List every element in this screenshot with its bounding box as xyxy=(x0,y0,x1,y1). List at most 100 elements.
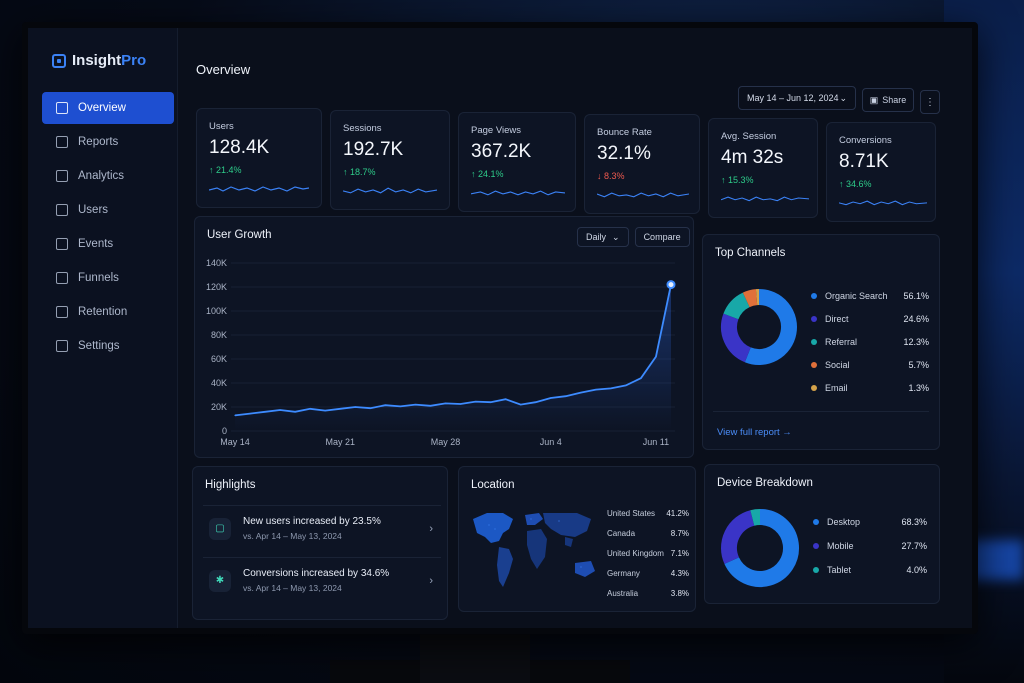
legend-dot xyxy=(813,543,819,549)
channel-row[interactable]: Direct 24.6% xyxy=(811,314,929,324)
share-button[interactable]: ▣ Share xyxy=(862,88,914,112)
divider xyxy=(713,411,929,412)
sparkline xyxy=(471,190,565,196)
kpi-delta: ↓ 8.3% xyxy=(597,171,625,181)
channel-pct: 12.3% xyxy=(903,337,929,347)
x-tick-label: Jun 11 xyxy=(643,437,669,447)
data-point xyxy=(294,411,296,413)
retention-icon xyxy=(56,306,68,318)
location-card: Location United States 41.2% Canada 8.7% U… xyxy=(458,466,696,612)
compare-button[interactable]: Compare xyxy=(634,227,690,247)
legend-dot xyxy=(813,567,819,573)
kpi-label: Sessions xyxy=(343,123,382,134)
sidebar-item-reports[interactable]: Reports xyxy=(42,126,174,158)
kpi-card-bounce-rate[interactable]: Bounce Rate 32.1% ↓ 8.3% xyxy=(584,114,700,214)
channel-row[interactable]: Email 1.3% xyxy=(811,383,929,393)
sidebar-item-users[interactable]: Users xyxy=(42,194,174,226)
kpi-card-page-views[interactable]: Page Views 367.2K ↑ 24.1% xyxy=(458,112,576,212)
date-range-picker[interactable]: May 14 – Jun 12, 2024 ⌄ xyxy=(738,86,856,110)
top-channels-donut xyxy=(721,289,797,365)
donut-slice[interactable] xyxy=(742,289,758,308)
data-point xyxy=(444,402,447,404)
highlight-sub: vs. Apr 14 – May 13, 2024 xyxy=(243,531,342,541)
location-row[interactable]: United Kingdom 7.1% xyxy=(607,549,689,558)
country-pct: 3.8% xyxy=(670,589,689,598)
kpi-delta: ↑ 18.7% xyxy=(343,167,376,177)
reports-icon xyxy=(56,136,68,148)
sidebar-item-label: Overview xyxy=(78,102,126,114)
donut-slice[interactable] xyxy=(721,313,752,363)
highlight-item[interactable]: ▢ New users increased by 23.5% vs. Apr 14… xyxy=(203,505,441,551)
data-point xyxy=(640,377,642,379)
app-logo[interactable]: InsightPro xyxy=(52,52,146,69)
device-row[interactable]: Mobile 27.7% xyxy=(813,541,927,551)
donut-slice[interactable] xyxy=(750,509,761,526)
events-icon xyxy=(56,238,68,250)
sidebar-item-analytics[interactable]: Analytics xyxy=(42,160,174,192)
sidebar-item-retention[interactable]: Retention xyxy=(42,296,174,328)
location-row[interactable]: Germany 4.3% xyxy=(607,569,689,578)
location-row[interactable]: Australia 3.8% xyxy=(607,589,689,598)
highlights-card: Highlights ▢ New users increased by 23.5… xyxy=(192,466,448,620)
country-label: United States xyxy=(607,509,656,518)
data-point[interactable] xyxy=(666,280,676,290)
funnel-icon xyxy=(56,272,68,284)
channel-row[interactable]: Organic Search 56.1% xyxy=(811,291,929,301)
data-point xyxy=(414,404,417,406)
channel-row[interactable]: Social 5.7% xyxy=(811,360,929,370)
top-channels-title: Top Channels xyxy=(715,247,786,259)
channel-label: Direct xyxy=(825,314,849,324)
kpi-card-conversions[interactable]: Conversions 8.71K ↑ 34.6% xyxy=(826,122,936,222)
country-label: United Kingdom xyxy=(607,549,664,558)
device-row[interactable]: Desktop 68.3% xyxy=(813,517,927,527)
location-row[interactable]: United States 41.2% xyxy=(607,509,689,518)
data-point xyxy=(489,401,492,403)
highlights-title: Highlights xyxy=(205,479,256,491)
y-tick-label: 40K xyxy=(211,378,227,388)
data-point xyxy=(264,411,266,413)
kpi-card-users[interactable]: Users 128.4K ↑ 21.4% xyxy=(196,108,322,208)
more-options-button[interactable]: ⋮ xyxy=(920,90,940,114)
country-label: Germany xyxy=(607,569,640,578)
x-tick-label: Jun 4 xyxy=(540,437,562,447)
chevron-down-icon: ⌄ xyxy=(612,231,620,242)
donut-slice[interactable] xyxy=(724,509,799,587)
sidebar-item-events[interactable]: Events xyxy=(42,228,174,260)
channel-row[interactable]: Referral 12.3% xyxy=(811,337,929,347)
sidebar: InsightPro Overview Reports Analytics Us… xyxy=(28,28,178,628)
x-tick-label: May 14 xyxy=(220,437,250,447)
highlight-title: New users increased by 23.5% xyxy=(243,516,381,527)
country-pct: 4.3% xyxy=(670,569,689,578)
sidebar-item-settings[interactable]: Settings xyxy=(42,330,174,362)
highlight-title: Conversions increased by 34.6% xyxy=(243,568,390,579)
donut-slice[interactable] xyxy=(744,289,797,365)
sparkline xyxy=(839,200,927,206)
data-point xyxy=(550,397,552,399)
legend-dot xyxy=(811,293,817,299)
kpi-card-sessions[interactable]: Sessions 192.7K ↑ 18.7% xyxy=(330,110,450,210)
donut-slice[interactable] xyxy=(723,292,751,320)
device-row[interactable]: Tablet 4.0% xyxy=(813,565,927,575)
kpi-label: Users xyxy=(209,121,234,132)
data-point xyxy=(309,408,311,410)
data-point xyxy=(324,410,326,412)
view-full-report-link[interactable]: View full report → xyxy=(717,427,792,438)
sidebar-item-label: Settings xyxy=(78,340,120,352)
kpi-card-avg-session[interactable]: Avg. Session 4m 32s ↑ 15.3% xyxy=(708,118,818,218)
sidebar-item-overview[interactable]: Overview xyxy=(42,92,174,124)
world-map xyxy=(473,513,595,587)
kpi-value: 192.7K xyxy=(343,139,404,160)
legend-dot xyxy=(811,362,817,368)
kpi-delta: ↑ 34.6% xyxy=(839,179,872,189)
sidebar-item-funnels[interactable]: Funnels xyxy=(42,262,174,294)
highlight-sub: vs. Apr 14 – May 13, 2024 xyxy=(243,583,342,593)
device-label: Mobile xyxy=(827,541,854,551)
chevron-right-icon: › xyxy=(429,574,433,587)
share-label: Share xyxy=(882,95,907,105)
data-point xyxy=(520,404,522,406)
highlight-item[interactable]: ✱ Conversions increased by 34.6% vs. Apr … xyxy=(203,557,441,603)
donut-slice[interactable] xyxy=(721,510,755,564)
period-select[interactable]: Daily ⌄ xyxy=(577,227,629,247)
sidebar-item-label: Reports xyxy=(78,136,119,148)
location-row[interactable]: Canada 8.7% xyxy=(607,529,689,538)
